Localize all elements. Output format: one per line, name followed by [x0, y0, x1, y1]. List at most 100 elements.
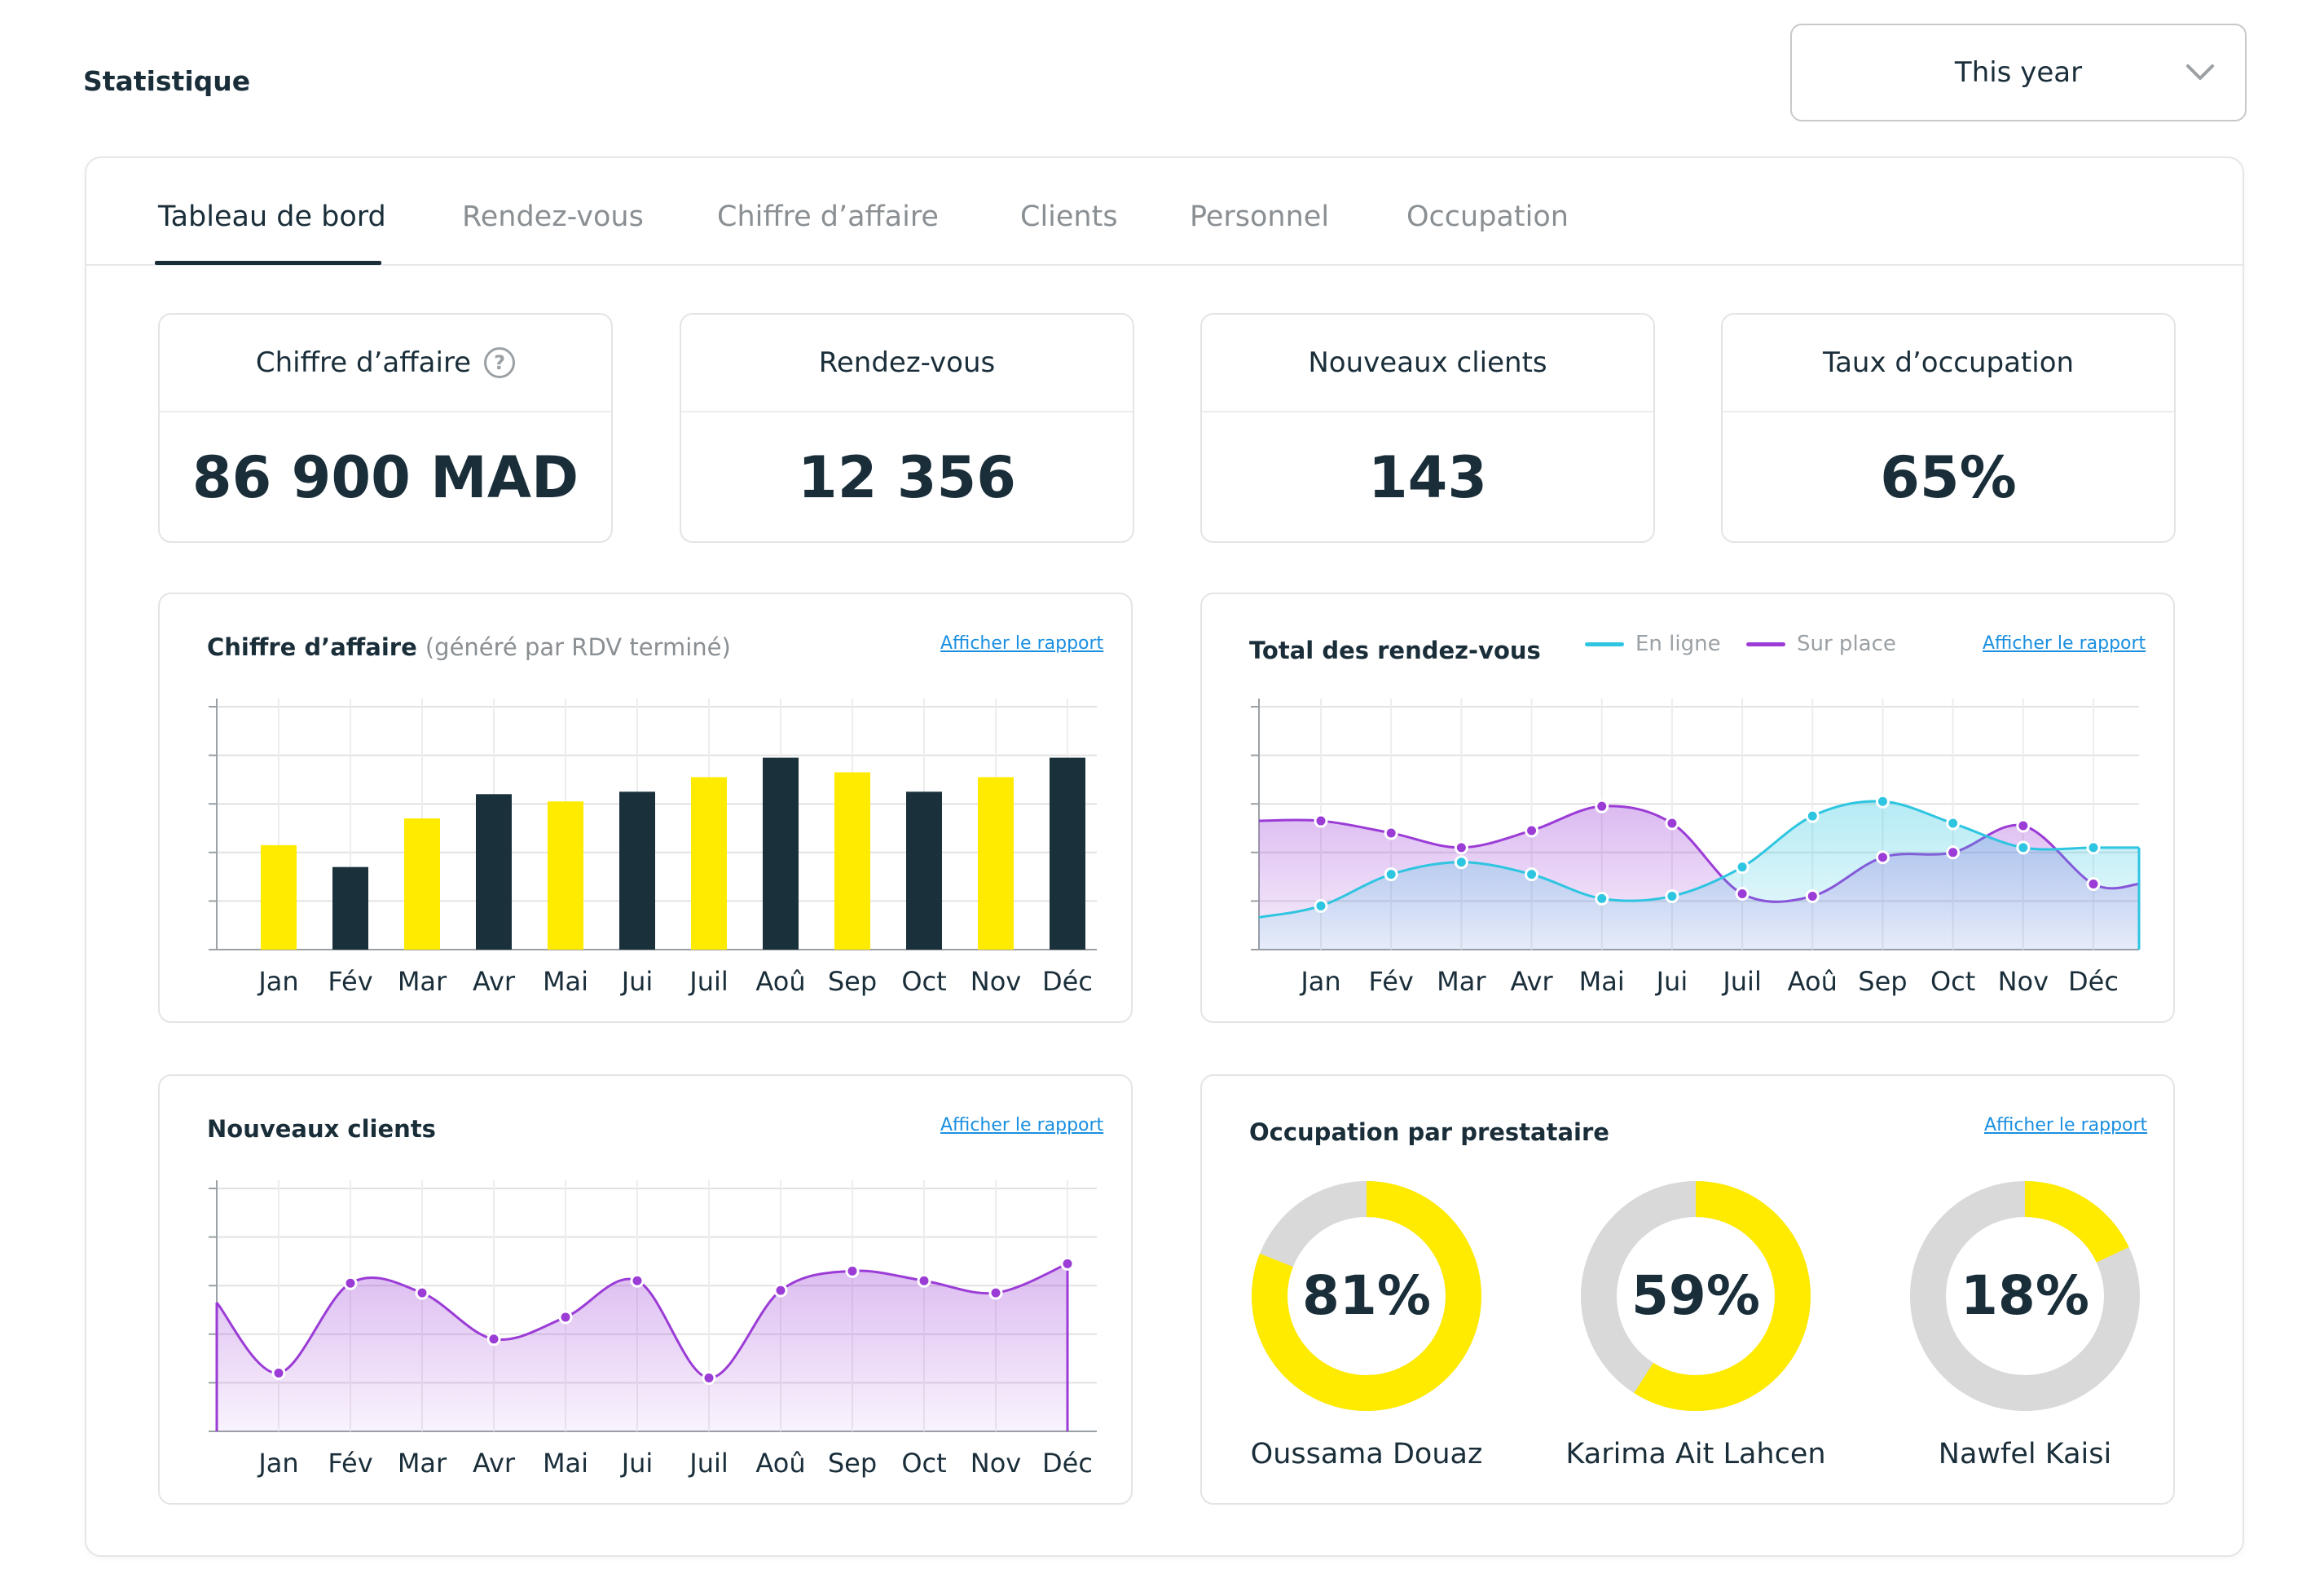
data-point[interactable] [1735, 860, 1750, 875]
data-point[interactable] [486, 1332, 501, 1347]
series-line-0 [1258, 800, 2139, 919]
data-point[interactable] [2086, 840, 2101, 855]
data-point[interactable] [1384, 826, 1398, 840]
bar-oct[interactable] [906, 791, 942, 950]
donut-value-label: 81% [1302, 1264, 1431, 1327]
data-point[interactable] [1665, 888, 1679, 903]
donut-slice[interactable] [1910, 1181, 2140, 1411]
data-point[interactable] [1665, 816, 1679, 831]
x-tick-label: Avr [1510, 966, 1553, 997]
bar-mai[interactable] [548, 801, 583, 950]
bar-jan[interactable] [261, 844, 297, 950]
data-point[interactable] [1384, 867, 1398, 882]
data-point[interactable] [2016, 840, 2031, 855]
x-tick-label: Jan [1299, 966, 1340, 997]
page-title: Statistique [83, 65, 251, 97]
new-clients-chart-card: Nouveaux clients Afficher le rapport Jan… [158, 1074, 1133, 1505]
donut-chart: 18% [1910, 1181, 2140, 1411]
x-tick-label: Juil [688, 966, 728, 997]
data-point[interactable] [1595, 891, 1609, 906]
tab-occupation[interactable]: Occupation [1406, 201, 1569, 233]
legend-item-onsite: Sur place [1746, 632, 1896, 656]
data-point[interactable] [1314, 813, 1328, 828]
legend-swatch [1585, 641, 1624, 646]
x-tick-label: Nov [1998, 966, 2049, 997]
x-tick-label: Fév [328, 966, 372, 997]
data-point[interactable] [630, 1273, 645, 1288]
bar-déc[interactable] [1050, 757, 1085, 950]
tab-clients[interactable]: Clients [1020, 201, 1118, 233]
bar-nov[interactable] [978, 777, 1014, 950]
legend-item-online: En ligne [1585, 632, 1721, 656]
x-tick-label: Aoû [1788, 966, 1838, 997]
bar-aoû[interactable] [763, 757, 799, 950]
tab-tableau-de-bord[interactable]: Tableau de bord [158, 201, 386, 233]
x-tick-label: Avr [473, 1448, 516, 1479]
bar-mar[interactable] [404, 818, 440, 950]
data-point[interactable] [845, 1263, 860, 1278]
data-point[interactable] [1875, 850, 1890, 865]
data-point[interactable] [1525, 823, 1539, 838]
data-point[interactable] [558, 1310, 573, 1325]
question-circle-icon[interactable]: ? [484, 347, 516, 378]
view-report-link[interactable]: Afficher le rapport [1984, 1115, 2148, 1135]
chart-title-text: Chiffre d’affaire [207, 633, 417, 661]
donut-name-label: Oussama Douaz [1250, 1438, 1483, 1470]
donut-value-label: 18% [1961, 1264, 2089, 1327]
x-tick-label: Jui [620, 966, 654, 997]
data-point[interactable] [1735, 886, 1750, 901]
x-tick-label: Mai [1579, 966, 1625, 997]
bar-jui[interactable] [619, 791, 655, 950]
view-report-link[interactable]: Afficher le rapport [940, 633, 1104, 654]
kpi-label: Nouveaux clients [1308, 346, 1547, 379]
chart-subtitle: (généré par RDV terminé) [425, 633, 731, 661]
data-point[interactable] [271, 1365, 286, 1380]
view-report-link[interactable]: Afficher le rapport [1983, 633, 2146, 654]
data-point[interactable] [1454, 855, 1468, 870]
kpi-value: 86 900 MAD [191, 444, 579, 511]
bar-avr[interactable] [476, 794, 512, 950]
x-tick-label: Mai [543, 1448, 588, 1479]
bar-fév[interactable] [332, 866, 368, 950]
tab-bar: Tableau de bord Rendez-vous Chiffre d’af… [86, 158, 2243, 266]
donut-slice[interactable] [1581, 1181, 1811, 1411]
chart-title: Nouveaux clients [207, 1115, 436, 1143]
x-tick-label: Oct [901, 1448, 946, 1479]
data-point[interactable] [1946, 845, 1961, 860]
data-point[interactable] [2016, 818, 2031, 833]
data-point[interactable] [1060, 1256, 1075, 1271]
kpi-card-revenue: Chiffre d’affaire ? 86 900 MAD [158, 313, 613, 543]
data-point[interactable] [1805, 888, 1820, 903]
series-area-0 [1259, 800, 2139, 950]
data-point[interactable] [702, 1370, 716, 1385]
data-point[interactable] [2086, 877, 2101, 892]
tab-rendez-vous[interactable]: Rendez-vous [462, 201, 644, 233]
data-point[interactable] [343, 1276, 358, 1290]
data-point[interactable] [1454, 840, 1468, 855]
x-tick-label: Fév [328, 1448, 372, 1479]
x-tick-label: Jui [1655, 966, 1688, 997]
series-area [217, 1263, 1067, 1431]
tab-personnel[interactable]: Personnel [1190, 201, 1330, 233]
x-tick-label: Mai [543, 966, 588, 997]
data-point[interactable] [917, 1273, 931, 1288]
data-point[interactable] [1946, 816, 1961, 831]
data-point[interactable] [1875, 794, 1890, 809]
data-point[interactable] [1805, 809, 1820, 823]
data-point[interactable] [1595, 799, 1609, 813]
donut-slice[interactable] [1252, 1181, 1481, 1411]
view-report-link[interactable]: Afficher le rapport [940, 1115, 1104, 1135]
data-point[interactable] [1525, 867, 1539, 882]
bar-juil[interactable] [691, 777, 727, 950]
data-point[interactable] [988, 1285, 1003, 1300]
data-point[interactable] [1314, 898, 1328, 913]
x-tick-label: Mar [1437, 966, 1486, 997]
legend-swatch [1746, 641, 1785, 646]
period-select[interactable]: This year [1790, 24, 2247, 121]
tab-chiffre-affaire[interactable]: Chiffre d’affaire [717, 201, 939, 233]
kpi-label: Rendez-vous [818, 346, 996, 379]
bar-sep[interactable] [834, 772, 870, 950]
data-point[interactable] [415, 1285, 429, 1300]
x-tick-label: Déc [1042, 966, 1093, 997]
data-point[interactable] [773, 1283, 788, 1298]
